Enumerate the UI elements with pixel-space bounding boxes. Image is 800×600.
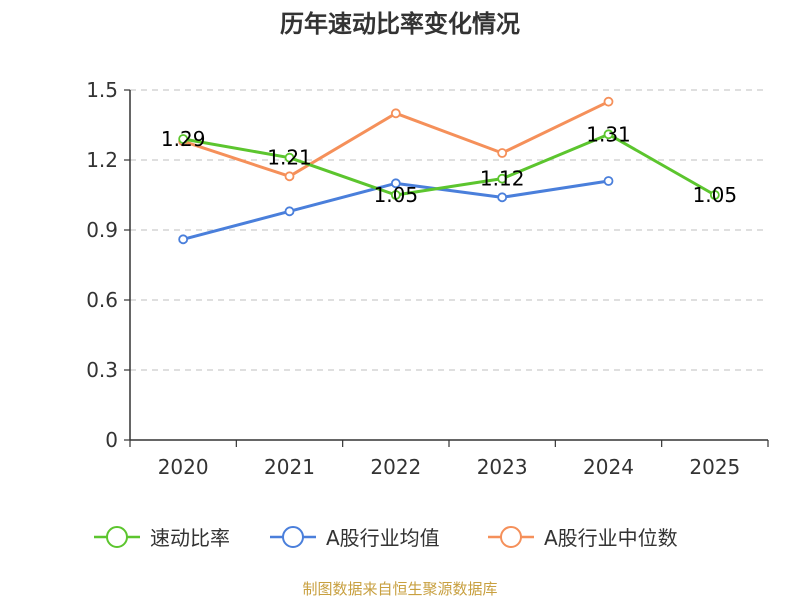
legend-item[interactable]: 速动比率 xyxy=(94,526,230,550)
data-point[interactable] xyxy=(603,176,614,186)
legend-marker xyxy=(282,526,304,548)
y-tick-label: 0.9 xyxy=(86,218,118,242)
legend-marker xyxy=(500,526,522,548)
x-tick-label: 2020 xyxy=(158,455,209,479)
legend-item[interactable]: A股行业中位数 xyxy=(488,526,678,550)
series-line xyxy=(182,132,716,197)
data-label: 1.05 xyxy=(693,183,738,207)
source-note: 制图数据来自恒生聚源数据库 xyxy=(302,580,497,598)
grid-layer xyxy=(130,89,768,371)
data-point[interactable] xyxy=(390,108,401,119)
data-label: 1.12 xyxy=(480,167,525,191)
data-point[interactable] xyxy=(603,129,614,140)
x-tick-label: 2021 xyxy=(264,455,315,479)
data-point[interactable] xyxy=(603,96,614,107)
data-point[interactable] xyxy=(390,178,401,189)
data-label: 1.29 xyxy=(161,127,206,151)
legend-marker xyxy=(106,526,128,548)
y-tick-label: 1.2 xyxy=(86,148,118,172)
axis-layer: 0 0.3 0.6 0.9 1.2 1.5 2020 2021 2022 2023 2024 2025 xyxy=(86,78,769,479)
data-label: 1.21 xyxy=(267,146,312,170)
series-layer xyxy=(178,96,720,245)
data-point[interactable] xyxy=(497,192,508,203)
data-label: 1.31 xyxy=(586,122,631,146)
data-point[interactable] xyxy=(178,134,189,144)
y-tick-label: 0.6 xyxy=(86,288,118,312)
legend-label: A股行业均值 xyxy=(326,526,440,550)
x-tick-label: 2025 xyxy=(689,455,740,479)
data-point[interactable] xyxy=(178,234,189,245)
x-tick-label: 2023 xyxy=(477,455,528,479)
data-label: 1.05 xyxy=(374,183,419,207)
data-point[interactable] xyxy=(284,171,295,182)
data-point[interactable] xyxy=(709,190,720,200)
label-layer: 1.29 1.21 1.05 1.12 1.31 1.05 xyxy=(161,122,737,207)
legend-label: 速动比率 xyxy=(150,526,230,550)
data-point[interactable] xyxy=(284,206,295,217)
y-tick-label: 0.3 xyxy=(86,358,118,382)
chart-title: 历年速动比率变化情况 xyxy=(280,10,520,38)
data-point[interactable] xyxy=(497,148,508,158)
legend[interactable]: 速动比率 A股行业均值 A股行业中位数 xyxy=(94,526,678,550)
data-point[interactable] xyxy=(497,173,508,184)
x-tick-label: 2024 xyxy=(583,455,634,479)
legend-label: A股行业中位数 xyxy=(544,526,678,550)
y-tick-label: 1.5 xyxy=(86,78,118,102)
y-tick-label: 0 xyxy=(105,428,118,452)
legend-item[interactable]: A股行业均值 xyxy=(270,526,440,550)
data-point[interactable] xyxy=(390,190,401,200)
data-point[interactable] xyxy=(284,152,295,163)
x-tick-label: 2022 xyxy=(370,455,421,479)
